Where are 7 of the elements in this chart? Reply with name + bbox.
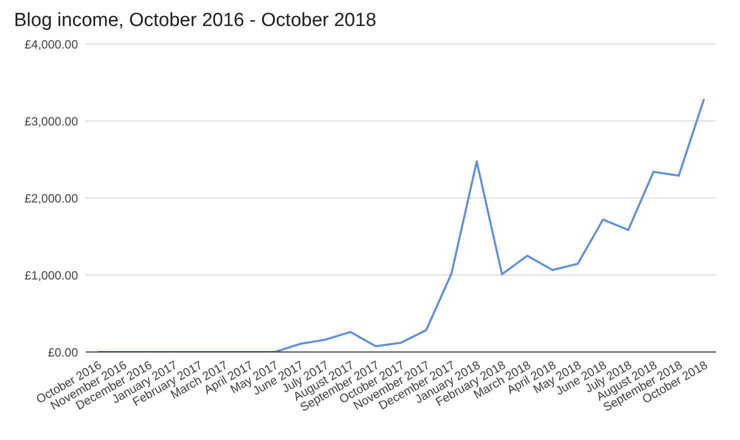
line-series bbox=[97, 98, 705, 352]
y-tick-label: £0.00 bbox=[48, 345, 78, 360]
y-tick-label: £3,000.00 bbox=[24, 114, 78, 128]
y-tick-label: £2,000.00 bbox=[24, 191, 78, 206]
y-tick-label: £1,000.00 bbox=[24, 268, 78, 282]
chart-title: Blog income, October 2016 - October 2018 bbox=[14, 10, 376, 32]
y-tick-label: £4,000.00 bbox=[24, 37, 78, 52]
